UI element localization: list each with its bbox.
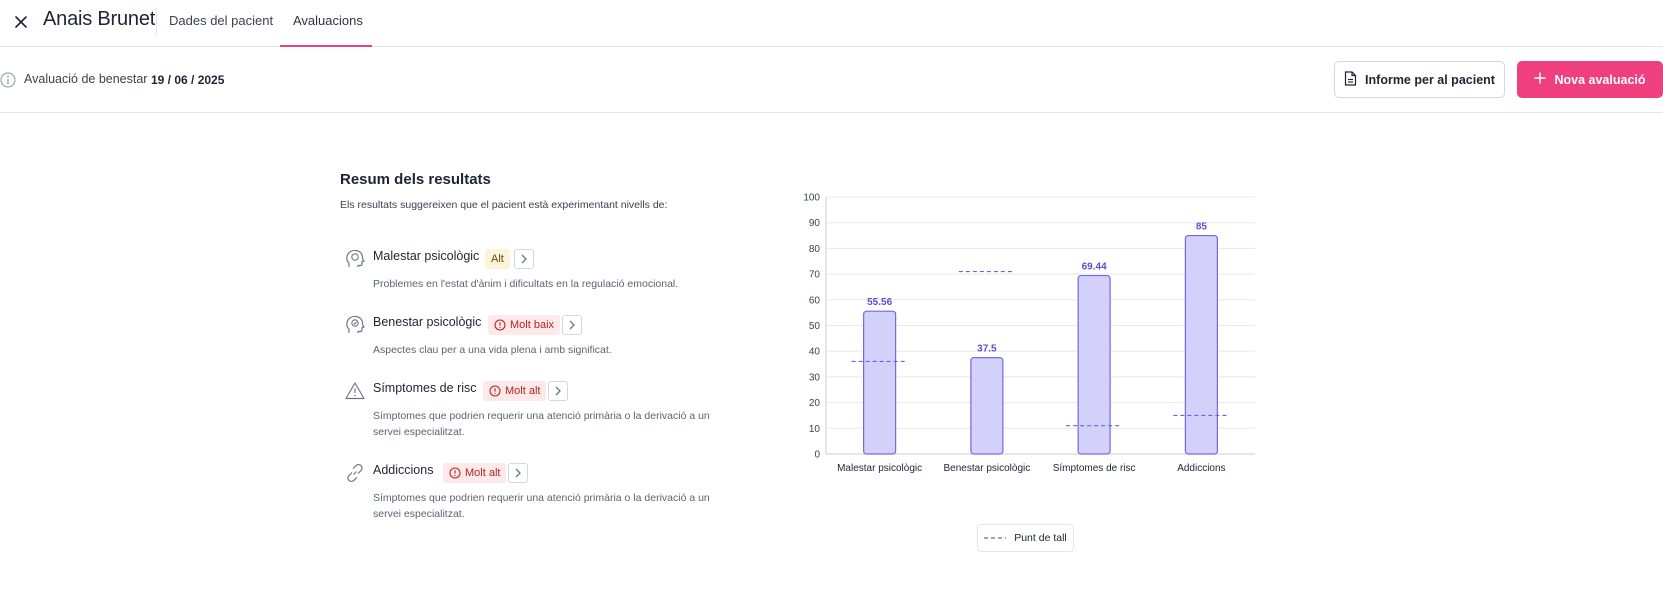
cutoff-legend-swatch bbox=[984, 537, 1007, 539]
status-badge: Molt alt bbox=[483, 381, 547, 401]
y-tick-label: 90 bbox=[809, 218, 821, 229]
result-description: Problemes en l'estat d'ànim i dificultat… bbox=[373, 278, 679, 290]
evaluation-bar: Avaluació de benestar 19 / 06 / 2025 Inf… bbox=[0, 47, 1663, 113]
y-tick-label: 0 bbox=[814, 450, 820, 461]
status-badge-label: Molt alt bbox=[505, 385, 541, 397]
chevron-right-icon bbox=[555, 386, 561, 396]
tab-patient-data[interactable]: Dades del pacient bbox=[169, 13, 274, 28]
result-item-distress: Malestar psicològic Alt Problemes en l'e… bbox=[344, 248, 724, 294]
alert-circle-icon bbox=[494, 319, 506, 331]
y-tick-label: 80 bbox=[809, 244, 821, 255]
patient-report-button[interactable]: Informe per al pacient bbox=[1334, 61, 1505, 98]
x-tick-label: Benestar psicològic bbox=[944, 463, 1031, 474]
chevron-right-icon bbox=[515, 468, 521, 478]
result-item-wellbeing: Benestar psicològic Molt baix Aspectes c… bbox=[344, 314, 724, 360]
result-title: Benestar psicològic bbox=[373, 315, 482, 329]
x-tick-label: Addiccions bbox=[1177, 463, 1225, 474]
link-icon bbox=[344, 462, 366, 484]
results-bar-chart: 0 10 20 30 40 50 60 70 80 90 100 55.56 Malestar psic… bbox=[803, 193, 1255, 474]
evaluation-date: 19 / 06 / 2025 bbox=[151, 73, 225, 87]
result-item-addictions: Addiccions Molt alt Símptomes que podrie… bbox=[344, 462, 724, 524]
alert-circle-icon bbox=[449, 467, 461, 479]
alert-circle-icon bbox=[489, 385, 501, 397]
summary-title: Resum dels resultats bbox=[340, 171, 491, 188]
evaluation-label: Avaluació de benestar bbox=[24, 72, 148, 86]
y-tick-label: 40 bbox=[809, 347, 821, 358]
top-bar: Anais Brunet Dades del pacient Avaluacio… bbox=[0, 0, 1663, 47]
status-badge: Molt alt bbox=[443, 463, 507, 483]
status-badge: Molt baix bbox=[488, 315, 561, 335]
result-description: Símptomes que podrien requerir una atenc… bbox=[373, 410, 710, 438]
y-tick-label: 30 bbox=[809, 372, 821, 383]
bar-value-label: 85 bbox=[1196, 222, 1208, 233]
head-check-icon bbox=[344, 314, 366, 336]
plus-icon bbox=[1534, 72, 1547, 87]
status-badge-label: Alt bbox=[491, 253, 504, 265]
head-icon bbox=[344, 248, 366, 270]
result-title: Addiccions bbox=[373, 463, 434, 477]
bar-value-label: 55.56 bbox=[867, 297, 892, 308]
new-evaluation-label: Nova avaluació bbox=[1554, 72, 1646, 87]
y-tick-label: 70 bbox=[809, 270, 821, 281]
new-evaluation-button[interactable]: Nova avaluació bbox=[1517, 61, 1663, 98]
tab-evaluations[interactable]: Avaluacions bbox=[293, 13, 363, 28]
bar-value-label: 69.44 bbox=[1082, 262, 1107, 273]
summary-subtitle: Els resultats suggereixen que el pacient… bbox=[340, 199, 668, 211]
result-description: Aspectes clau per a una vida plena i amb… bbox=[373, 344, 612, 356]
active-tab-indicator bbox=[280, 45, 372, 47]
result-title: Malestar psicològic bbox=[373, 249, 480, 263]
y-tick-label: 60 bbox=[809, 295, 821, 306]
status-badge: Alt bbox=[485, 249, 510, 269]
y-tick-label: 100 bbox=[803, 193, 820, 204]
result-details-button[interactable] bbox=[514, 249, 534, 269]
result-details-button[interactable] bbox=[548, 381, 568, 401]
y-tick-label: 20 bbox=[809, 398, 821, 409]
status-badge-label: Molt baix bbox=[510, 319, 555, 331]
x-tick-label: Símptomes de risc bbox=[1053, 463, 1136, 474]
y-tick-label: 10 bbox=[809, 424, 821, 435]
chart-legend: Punt de tall bbox=[977, 524, 1074, 552]
document-icon bbox=[1344, 70, 1357, 89]
result-details-button[interactable] bbox=[562, 315, 582, 335]
legend-label: Punt de tall bbox=[1014, 532, 1067, 544]
chart-bar bbox=[1184, 234, 1218, 455]
result-description: Símptomes que podrien requerir una atenc… bbox=[373, 492, 710, 520]
chart-bar bbox=[970, 357, 1004, 455]
status-badge-label: Molt alt bbox=[465, 467, 501, 479]
x-tick-label: Malestar psicològic bbox=[837, 463, 922, 474]
result-details-button[interactable] bbox=[508, 463, 528, 483]
close-icon[interactable] bbox=[10, 11, 32, 33]
warning-triangle-icon bbox=[344, 380, 366, 402]
header-divider bbox=[156, 8, 157, 35]
patient-report-label: Informe per al pacient bbox=[1365, 72, 1495, 87]
patient-name: Anais Brunet bbox=[43, 8, 156, 30]
bar-value-label: 37.5 bbox=[977, 344, 997, 355]
chevron-right-icon bbox=[569, 320, 575, 330]
chevron-right-icon bbox=[521, 254, 527, 264]
info-icon bbox=[0, 72, 16, 88]
chart-bar bbox=[1077, 274, 1111, 455]
result-title: Símptomes de risc bbox=[373, 381, 477, 395]
result-item-risk: Símptomes de risc Molt alt Símptomes que… bbox=[344, 380, 724, 442]
y-tick-label: 50 bbox=[809, 321, 821, 332]
chart-bar bbox=[863, 310, 897, 455]
